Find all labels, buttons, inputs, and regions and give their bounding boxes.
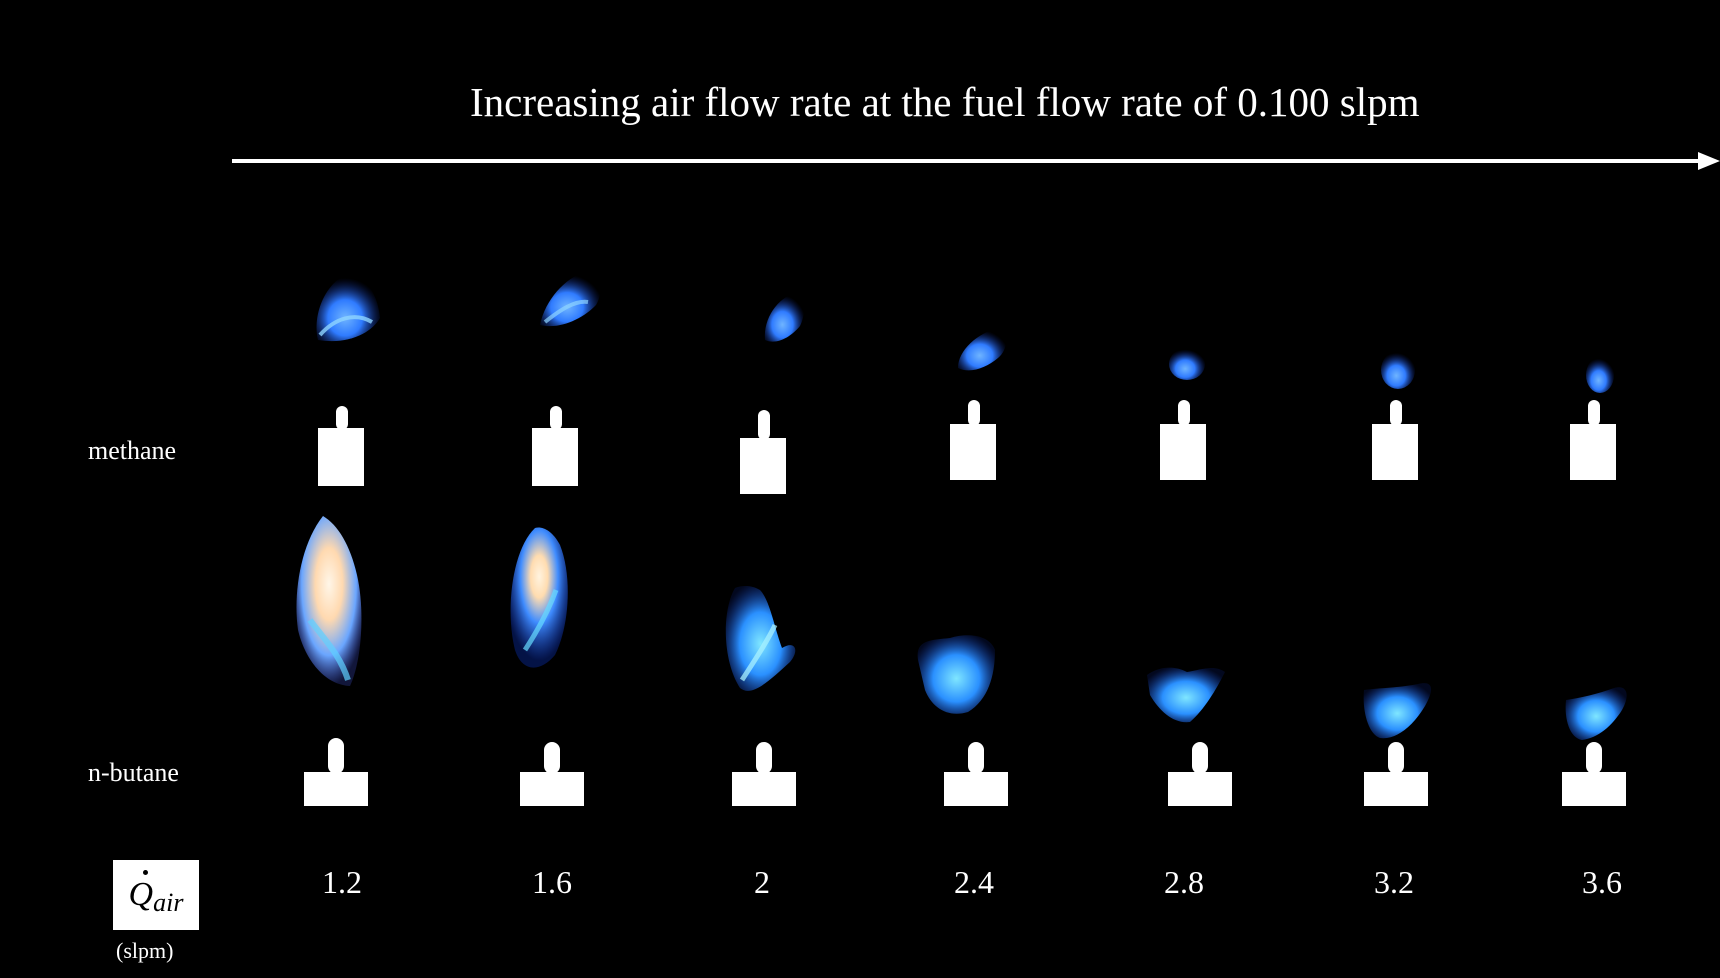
methane-flame-4 [958, 328, 1007, 371]
air-flow-value: 2.4 [954, 864, 994, 900]
unit-label: (slpm) [116, 938, 174, 963]
methane-flame-6 [1381, 351, 1415, 389]
n-butane-flame-4 [917, 635, 995, 714]
burner-nozzle-icon [304, 738, 1626, 806]
air-flow-value: 3.2 [1374, 864, 1414, 900]
air-flow-value: 1.2 [322, 864, 362, 900]
n-butane-flame-7 [1565, 687, 1627, 740]
row-label-methane: methane [88, 436, 177, 465]
n-butane-flame-1 [296, 516, 362, 686]
q-symbol: Q [128, 876, 154, 913]
air-flow-value: 1.6 [532, 864, 572, 900]
methane-flame-2 [540, 272, 601, 327]
q-dot [143, 870, 148, 875]
methane-flame-7 [1586, 357, 1614, 393]
air-flow-value: 2 [754, 864, 770, 900]
q-subscript: air [153, 888, 184, 917]
n-butane-flame-6 [1363, 683, 1432, 739]
methane-flame-5 [1169, 348, 1205, 380]
burner-nozzle-icon [318, 400, 1616, 494]
methane-flame-3 [764, 293, 805, 342]
row-label-n-butane: n-butane [88, 758, 179, 787]
n-butane-flame-3 [725, 585, 796, 691]
n-butane-flame-5 [1147, 667, 1225, 723]
figure-title: Increasing air flow rate at the fuel flo… [470, 79, 1420, 125]
right-arrow-icon [232, 152, 1720, 170]
air-flow-value: 2.8 [1164, 864, 1204, 900]
n-butane-flame-2 [510, 527, 568, 668]
air-flow-value: 3.6 [1582, 864, 1622, 900]
methane-flame-1 [316, 274, 380, 342]
